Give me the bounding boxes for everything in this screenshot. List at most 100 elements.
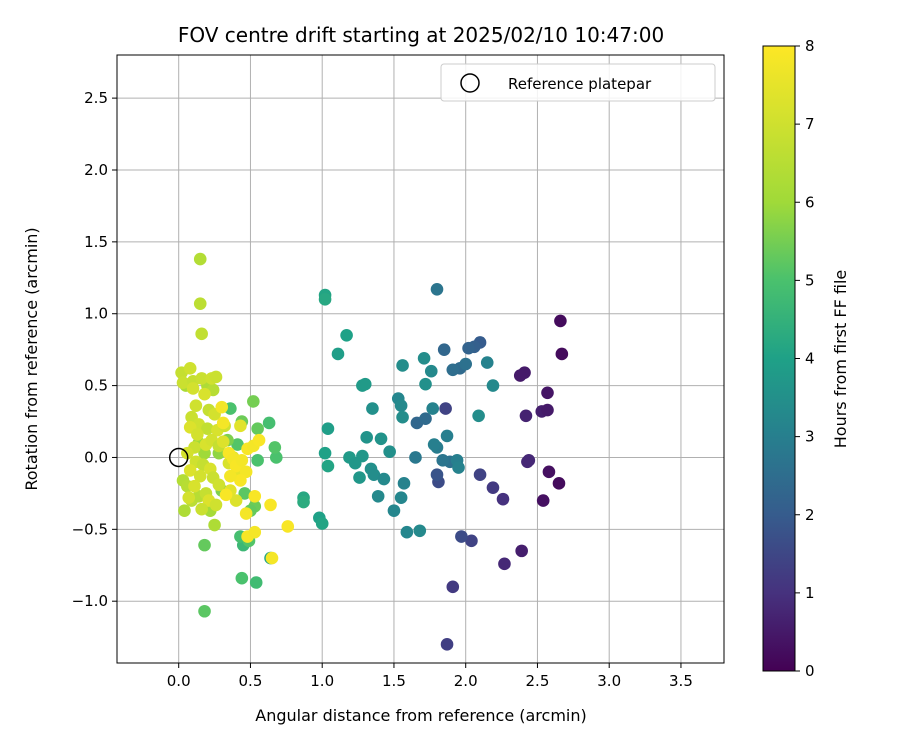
data-point [521,455,534,469]
data-point [318,293,332,306]
data-point [417,351,431,365]
data-point [215,400,229,414]
data-point [193,252,207,266]
data-point [201,422,214,436]
data-point [186,382,200,395]
colorbar-ticks: 0 1 2 3 4 5 6 7 8 [795,37,815,680]
data-point [555,347,569,361]
data-point [216,416,230,430]
data-point [496,492,510,506]
colorbar-tick-label: 2 [805,506,815,524]
colorbar-tick-label: 6 [805,193,815,211]
x-tick-label: 1.0 [310,672,334,690]
colorbar-tick-label: 8 [805,37,815,55]
data-point [459,357,473,371]
data-point [331,347,345,361]
data-point [400,525,414,539]
colorbar-tick-label: 0 [805,662,815,680]
data-point [446,363,460,377]
data-point [219,488,233,502]
data-point [377,472,391,486]
data-point [321,459,335,473]
data-point [541,386,554,400]
data-point [268,441,282,454]
data-point [183,362,197,375]
legend-reference-marker [460,73,480,93]
x-tick-label: 2.0 [454,672,478,690]
data-point [188,479,201,493]
data-point [430,468,444,482]
data-point [367,468,381,482]
data-point [249,576,263,589]
x-tick-label: 1.5 [382,672,406,690]
reference-marker-layer [168,447,189,468]
data-point [436,454,450,467]
data-point [439,402,452,415]
data-point [473,468,487,482]
data-point [486,481,500,494]
colorbar-tick-label: 5 [805,271,815,289]
data-points [175,252,569,651]
data-point [198,387,211,401]
colorbar-label: Hours from first FF file [831,270,850,449]
y-axis-ticks: −1.0 −0.5 0.0 0.5 1.0 1.5 2.0 2.5 [72,89,117,610]
data-point [419,377,432,391]
data-point [234,474,247,487]
data-point [212,478,226,492]
data-point [193,297,207,310]
colorbar-tick-label: 7 [805,115,815,133]
data-point [465,534,478,548]
data-point [262,416,276,430]
data-point [554,314,567,328]
data-point [265,551,279,565]
x-tick-label: 0.5 [239,672,263,690]
data-point [440,638,454,651]
data-point [195,372,208,385]
data-point [519,409,533,423]
x-tick-label: 0.0 [167,672,191,690]
data-point [498,557,511,571]
data-point [193,469,207,483]
y-tick-label: 2.5 [84,89,108,107]
chart-title: FOV centre drift starting at 2025/02/10 … [178,23,664,47]
data-point [252,433,266,447]
data-point [353,471,366,484]
data-point [387,504,401,517]
reference-platepar-marker [168,447,189,468]
x-axis-label: Angular distance from reference (arcmin) [255,706,586,725]
x-tick-label: 3.0 [597,672,621,690]
data-point [536,494,550,507]
data-point [208,518,221,532]
data-point [515,544,528,558]
data-point [358,377,372,391]
y-tick-label: 1.0 [84,305,108,323]
legend-entry-reference: Reference platepar [508,75,652,93]
data-point [251,422,264,436]
data-point [264,498,277,512]
data-point [216,435,230,448]
data-point [340,328,353,342]
data-point [366,402,379,415]
data-point [248,489,262,503]
data-point [231,438,244,451]
data-point [348,456,362,470]
data-point [191,428,204,441]
y-axis-label: Rotation from reference (arcmin) [22,227,41,490]
data-point [394,399,408,413]
y-tick-label: −1.0 [72,592,108,610]
data-point [360,431,373,444]
data-point [182,491,196,505]
data-point [321,422,335,436]
data-point [427,438,441,451]
data-point [513,369,527,382]
data-point [234,419,247,433]
legend-box [440,63,716,102]
data-point [440,429,454,443]
colorbar-tick-label: 1 [805,584,815,602]
data-point [195,327,208,341]
data-point [426,402,439,415]
data-point [413,524,427,538]
data-point [397,477,411,490]
data-point [430,282,444,296]
colorbar-tick-label: 3 [805,428,815,446]
